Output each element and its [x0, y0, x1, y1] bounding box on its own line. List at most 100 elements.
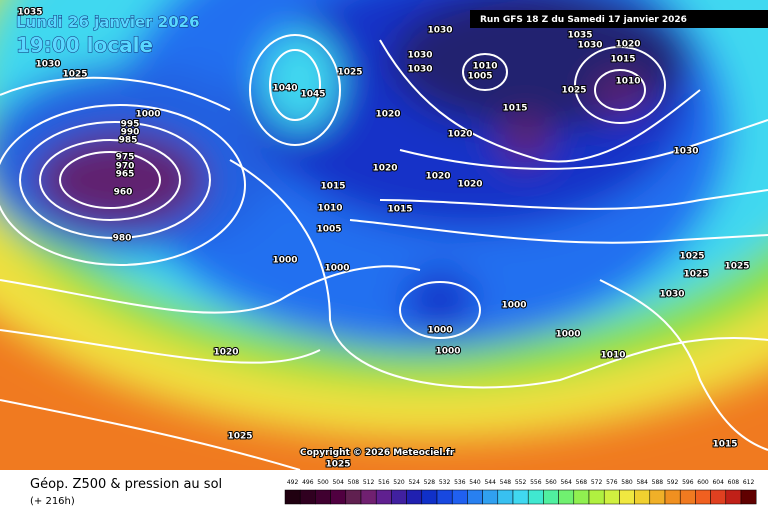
scale-swatch: [451, 489, 468, 505]
scale-swatch: [573, 489, 590, 505]
scale-swatch: [512, 489, 529, 505]
scale-label: 612: [743, 479, 755, 486]
scale-label: 528: [424, 479, 436, 486]
scale-swatch: [649, 489, 666, 505]
isobar-label: 990: [121, 128, 140, 138]
isobar-label: 1015: [320, 182, 345, 192]
isobar-labels: 1035103010251000995990985975970965960980…: [16, 7, 750, 471]
scale-label: 548: [500, 479, 512, 486]
scale-label: 576: [606, 479, 618, 486]
isobar-label: 1000: [427, 326, 452, 336]
scale-label: 588: [652, 479, 664, 486]
scale-label: 592: [667, 479, 679, 486]
isobar-label: 1030: [427, 26, 452, 36]
isobar-label: 1015: [387, 205, 412, 215]
scale-swatch: [543, 489, 559, 505]
scale-swatch: [497, 489, 514, 505]
isobar-label: 1005: [316, 225, 341, 235]
scale-swatch: [345, 489, 362, 505]
isobar-label: 1030: [407, 65, 432, 75]
scale-swatch: [695, 489, 711, 505]
isobar-label: 1000: [435, 347, 460, 357]
scale-label: 516: [378, 479, 390, 486]
scale-label: 504: [332, 479, 344, 486]
isobar-label: 1020: [425, 172, 450, 182]
scale-label: 544: [484, 479, 496, 486]
scale-label: 540: [469, 479, 481, 486]
isobar-label: 1020: [375, 110, 400, 120]
isobar-label: 1010: [317, 204, 342, 214]
scale-swatch: [634, 489, 651, 505]
isobar-label: 1025: [679, 252, 704, 262]
isobar-label: 1025: [561, 86, 586, 96]
scale-swatch: [588, 489, 605, 505]
isobar-label: 985: [119, 136, 138, 146]
isobar-label: 1005: [467, 72, 492, 82]
scale-swatch: [679, 489, 696, 505]
scale-swatch: [330, 489, 347, 505]
legend-title: Géop. Z500 & pression au sol: [30, 477, 222, 492]
isobar-label: 970: [116, 162, 135, 172]
isobar-label: 1015: [712, 440, 737, 450]
run-info: Run GFS 18 Z du Samedi 17 janvier 2026: [480, 15, 687, 25]
scale-label: 556: [530, 479, 542, 486]
scale-label: 552: [515, 479, 527, 486]
scale-swatch: [467, 489, 483, 505]
scale-label: 608: [728, 479, 740, 486]
isobar-label: 1025: [325, 460, 350, 470]
isobar-label: 1025: [724, 262, 749, 272]
isobar-label: 1030: [407, 51, 432, 61]
isobar-label: 1010: [472, 62, 497, 72]
scale-label: 532: [439, 479, 451, 486]
scale-swatch: [391, 489, 407, 505]
isobar-label: 975: [116, 153, 135, 163]
isobar-label: 1000: [135, 110, 160, 120]
scale-label: 524: [408, 479, 420, 486]
isobars: [0, 34, 768, 470]
scale-label: 536: [454, 479, 466, 486]
isobar-label: 1000: [324, 264, 349, 274]
scale-swatch: [315, 489, 331, 505]
color-scale: 492 496 500 504 508 512 516 520 524 528 532 536 540 5…: [284, 479, 757, 505]
scale-label: 580: [621, 479, 633, 486]
scale-swatch: [619, 489, 635, 505]
isobar-label: 1020: [615, 40, 640, 50]
scale-swatch: [299, 489, 316, 505]
isobar-label: 1015: [610, 55, 635, 65]
scale-swatch: [284, 489, 301, 505]
isobar-label: 1010: [615, 77, 640, 87]
scale-swatch: [436, 489, 453, 505]
scale-label: 596: [682, 479, 694, 486]
scale-swatch: [664, 489, 681, 505]
valid-time: 19:00 locale: [16, 33, 153, 57]
isobar-label: 1020: [213, 348, 238, 358]
scale-swatch: [406, 489, 423, 505]
scale-swatch: [482, 489, 499, 505]
scale-label: 508: [348, 479, 360, 486]
isobar-label: 1025: [337, 68, 362, 78]
isobar-label: 1045: [300, 90, 325, 100]
valid-date: Lundi 26 janvier 2026: [16, 13, 200, 31]
scale-swatch: [603, 489, 620, 505]
isobar-label: 1000: [555, 330, 580, 340]
scale-swatch: [360, 489, 377, 505]
copyright: Copyright © 2026 Meteociel.fr: [300, 448, 455, 458]
scale-label: 568: [576, 479, 588, 486]
scale-swatch: [375, 489, 392, 505]
lead-time: (+ 216h): [30, 496, 75, 507]
isobar-label: 1030: [35, 60, 60, 70]
scale-swatch: [710, 489, 727, 505]
isobar-label: 1000: [272, 256, 297, 266]
scale-label: 492: [287, 479, 299, 486]
isobar-label: 980: [113, 234, 132, 244]
map-background: [0, 0, 768, 470]
isobar-label: 965: [116, 170, 135, 180]
scale-swatch: [725, 489, 742, 505]
isobar-label: 1000: [501, 301, 526, 311]
scale-label: 500: [317, 479, 329, 486]
scale-swatch: [740, 489, 757, 505]
scale-swatch: [527, 489, 544, 505]
isobar-label: 1030: [659, 290, 684, 300]
